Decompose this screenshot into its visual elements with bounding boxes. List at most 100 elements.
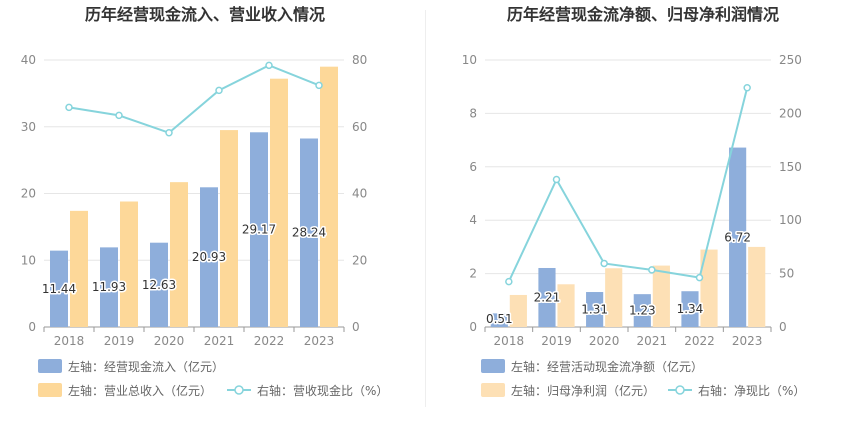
line-point-2020 (600, 259, 608, 268)
line-point-2021 (215, 86, 223, 95)
bar-2018-series-1 (509, 294, 527, 327)
x-axis-category-label: 2020 (154, 334, 185, 348)
line-point-2023 (315, 81, 323, 90)
left-axis-tick-label: 8 (469, 106, 477, 120)
x-axis-category-label: 2019 (104, 334, 135, 348)
left-chart-panel: 历年经营现金流入、营业收入情况 0 10 20 30 40 0 20 40 60 80 2018 201… (21, 5, 389, 398)
data-label-2023: 6.72 (724, 230, 751, 244)
data-label-2023: 28.24 (292, 226, 326, 240)
data-label-2021: 1.23 (629, 304, 656, 318)
x-axis-category-label: 2019 (541, 334, 572, 348)
data-label-2019: 2.21 (534, 290, 561, 304)
bar-2023-series-1 (320, 66, 338, 328)
left-axis-tick-label: 30 (21, 120, 36, 134)
legend-label: 左轴：经营现金流入（亿元） (68, 359, 224, 374)
data-label-2020: 1.31 (581, 303, 608, 317)
line-series-path (68, 64, 320, 134)
bar-2022-series-0 (250, 132, 268, 327)
data-label-2021: 20.93 (192, 250, 226, 264)
right-chart-panel: 历年经营现金流净额、归母净利润情况 0 2 4 6 8 10 0 50 100 150 200 250 2… (425, 0, 850, 437)
right-axis-tick-label: 50 (779, 267, 794, 281)
right-axis-tick-label: 200 (779, 106, 802, 120)
data-label-2019: 11.93 (92, 280, 126, 294)
bar-2022-series-1 (700, 249, 718, 327)
x-axis-category-label: 2023 (732, 334, 763, 348)
line-point-2022 (265, 61, 273, 70)
left-axis-tick-label: 6 (469, 160, 477, 174)
legend-label: 右轴：营收现金比（%） (257, 383, 388, 398)
left-axis-tick-label: 2 (469, 267, 477, 281)
line-series-path (507, 87, 749, 283)
line-point-2023 (743, 84, 751, 92)
chart-title: 历年经营现金流净额、归母净利润情况 (507, 5, 779, 24)
bar-2018-series-0 (50, 250, 68, 327)
right-axis-tick-label: 250 (779, 53, 802, 67)
legend-swatch (38, 359, 62, 373)
legend-label: 左轴：归母净利润（亿元） (511, 383, 655, 398)
x-axis-category-label: 2021 (204, 334, 235, 348)
x-axis-category-label: 2018 (54, 334, 85, 348)
data-label-2020: 12.63 (142, 278, 176, 292)
bar-2018-series-0 (490, 313, 508, 327)
right-axis-tick-label: 80 (352, 53, 367, 67)
bar-2023-series-0 (729, 147, 747, 327)
left-axis-tick-label: 40 (21, 53, 36, 67)
bar-2019-series-1 (557, 284, 575, 327)
data-label-2022: 29.17 (242, 223, 276, 237)
left-axis-tick-label: 0 (469, 320, 477, 334)
right-axis-tick-label: 150 (779, 160, 802, 174)
bar-2022-series-0 (681, 291, 699, 327)
right-axis-tick-label: 40 (352, 187, 367, 201)
bar-2021-series-0 (633, 294, 651, 327)
right-axis-tick-label: 20 (352, 253, 367, 267)
legend-swatch (38, 383, 62, 397)
left-chart-svg: 历年经营现金流入、营业收入情况 0 10 20 30 40 0 20 40 60 80 2018 201… (21, 5, 389, 398)
right-chart-svg: 历年经营现金流净额、归母净利润情况02468100501001502002502… (462, 5, 806, 398)
x-axis-category-label: 2018 (494, 334, 525, 348)
legend-label: 左轴：营业总收入（亿元） (68, 383, 212, 398)
data-label-2022: 1.34 (677, 302, 704, 316)
legend-label: 左轴：经营活动现金流净额（亿元） (511, 359, 703, 374)
bar-2021-series-1 (652, 265, 670, 327)
bar-2023-series-1 (748, 246, 766, 327)
bar-2023-series-0 (300, 138, 318, 327)
legend-label: 右轴：净现比（%） (698, 383, 805, 398)
x-axis-category-label: 2021 (637, 334, 668, 348)
legend-swatch (481, 383, 505, 397)
bar-2019-series-1 (120, 201, 138, 327)
chart-title: 历年经营现金流入、营业收入情况 (85, 5, 325, 24)
left-axis-tick-label: 0 (28, 320, 36, 334)
legend-line-marker (234, 385, 244, 395)
x-axis-category-label: 2022 (684, 334, 715, 348)
right-axis-tick-label: 100 (779, 213, 802, 227)
data-label-2018: 11.44 (42, 282, 76, 296)
x-axis-category-label: 2022 (254, 334, 285, 348)
bar-2019-series-0 (538, 267, 556, 327)
x-axis-category-label: 2020 (589, 334, 620, 348)
bar-2021-series-1 (220, 130, 238, 327)
panel-divider (425, 10, 426, 407)
bar-2021-series-0 (200, 187, 218, 327)
right-axis-tick-label: 60 (352, 120, 367, 134)
bar-2020-series-1 (605, 268, 623, 327)
line-point-2019 (552, 175, 561, 184)
bar-2019-series-0 (100, 247, 118, 327)
line-point-2022 (695, 273, 704, 282)
line-point-2020 (165, 129, 173, 137)
x-axis-category-label: 2023 (304, 334, 335, 348)
data-label-2018: 0.51 (486, 312, 513, 326)
legend-line-marker (675, 385, 685, 395)
line-point-2018 (505, 277, 513, 286)
legend-swatch (481, 359, 505, 373)
line-point-2018 (65, 103, 73, 112)
left-axis-tick-label: 20 (21, 187, 36, 201)
bar-2018-series-1 (70, 210, 88, 327)
line-point-2021 (648, 266, 656, 274)
bar-2022-series-1 (270, 78, 288, 327)
left-axis-tick-label: 4 (469, 213, 477, 227)
left-axis-tick-label: 10 (462, 53, 477, 67)
right-axis-tick-label: 0 (779, 320, 787, 334)
right-axis-tick-label: 0 (352, 320, 360, 334)
bar-2020-series-0 (150, 242, 168, 327)
bar-2020-series-1 (170, 182, 188, 327)
